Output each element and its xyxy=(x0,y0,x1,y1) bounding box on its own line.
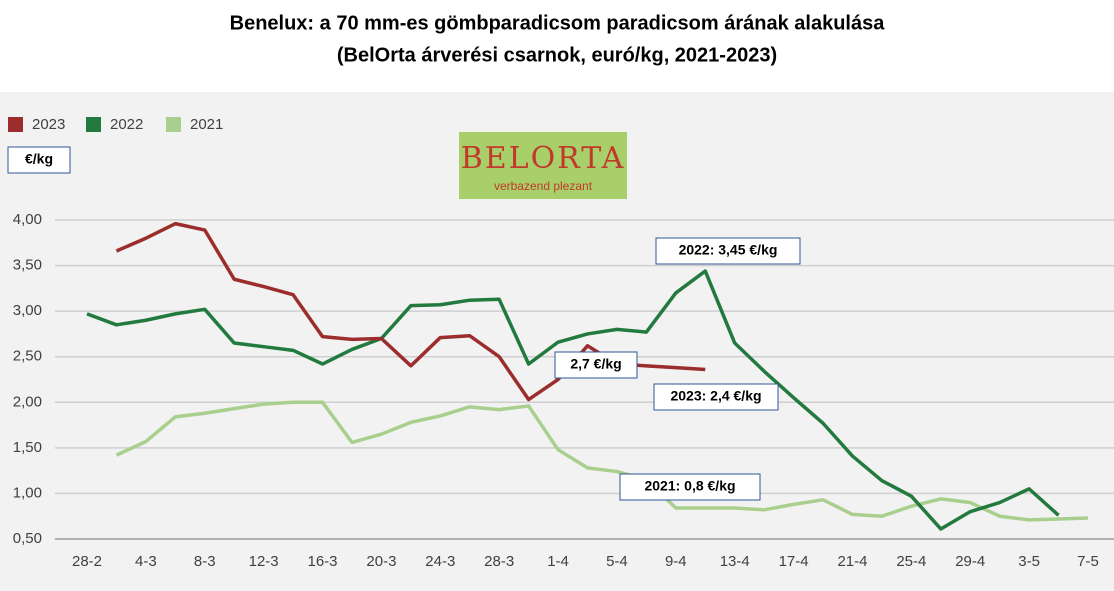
chart-title: Benelux: a 70 mm-es gömbparadicsom parad… xyxy=(230,12,886,34)
x-tick-label: 17-4 xyxy=(779,553,809,570)
legend-label: 2022 xyxy=(110,116,143,133)
x-tick-label: 4-3 xyxy=(135,553,157,570)
legend-swatch xyxy=(86,117,101,132)
y-tick-label: 1,00 xyxy=(13,484,42,501)
chart-subtitle: (BelOrta árverési csarnok, euró/kg, 2021… xyxy=(337,44,777,66)
x-tick-label: 5-4 xyxy=(606,553,628,570)
x-tick-label: 24-3 xyxy=(425,553,455,570)
x-tick-label: 3-5 xyxy=(1018,553,1040,570)
x-tick-label: 20-3 xyxy=(366,553,396,570)
annotation: 2022: 3,45 €/kg xyxy=(679,242,778,258)
legend-swatch xyxy=(8,117,23,132)
x-tick-label: 8-3 xyxy=(194,553,216,570)
y-tick-label: 0,50 xyxy=(13,530,42,547)
series-line xyxy=(115,400,1089,522)
x-tick-label: 28-3 xyxy=(484,553,514,570)
x-tick-label: 7-5 xyxy=(1077,553,1099,570)
annotation-box xyxy=(619,473,761,501)
annotation: 2021: 0,8 €/kg xyxy=(644,478,735,494)
y-tick-label: 3,50 xyxy=(13,257,42,274)
legend-swatch xyxy=(166,117,181,132)
annotation: 2023: 2,4 €/kg xyxy=(670,388,761,404)
y-label-box xyxy=(7,146,71,174)
y-axis-label: €/kg xyxy=(25,151,53,167)
y-tick-label: 2,00 xyxy=(13,393,42,410)
y-tick-label: 3,00 xyxy=(13,302,42,319)
y-tick-label: 4,00 xyxy=(13,211,42,228)
x-tick-label: 29-4 xyxy=(955,553,985,570)
legend-label: 2023 xyxy=(32,116,65,133)
x-tick-label: 12-3 xyxy=(249,553,279,570)
annotation: 2,7 €/kg xyxy=(570,356,621,372)
x-tick-label: 9-4 xyxy=(665,553,687,570)
logo-slogan: verbazend plezant xyxy=(494,179,593,193)
annotation-box xyxy=(554,351,638,379)
legend-label: 2021 xyxy=(190,116,223,133)
x-tick-label: 21-4 xyxy=(837,553,867,570)
logo-name: BELORTA xyxy=(461,141,626,176)
y-tick-label: 1,50 xyxy=(13,439,42,456)
x-tick-label: 13-4 xyxy=(720,553,750,570)
x-tick-label: 16-3 xyxy=(308,553,338,570)
logo-background xyxy=(459,132,627,199)
x-tick-label: 28-2 xyxy=(72,553,102,570)
x-tick-label: 25-4 xyxy=(896,553,926,570)
x-tick-label: 1-4 xyxy=(547,553,569,570)
annotation-box xyxy=(655,237,801,265)
y-tick-label: 2,50 xyxy=(13,348,42,365)
annotation-box xyxy=(653,383,779,411)
series-line xyxy=(86,269,1060,531)
